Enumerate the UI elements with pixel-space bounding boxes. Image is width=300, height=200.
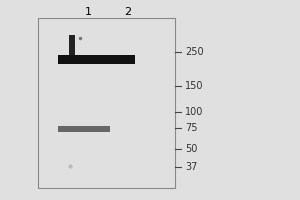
Text: 250: 250	[185, 47, 204, 57]
Text: 2: 2	[124, 7, 132, 17]
Text: 100: 100	[185, 107, 203, 117]
Text: 37: 37	[185, 162, 197, 172]
Bar	[58, 126, 110, 132]
Text: 150: 150	[185, 81, 203, 91]
Text: 50: 50	[185, 144, 197, 154]
Text: 75: 75	[185, 123, 197, 133]
Bar	[58, 55, 135, 64]
Bar	[69, 35, 75, 55]
Text: 1: 1	[85, 7, 92, 17]
Bar	[38, 18, 175, 188]
